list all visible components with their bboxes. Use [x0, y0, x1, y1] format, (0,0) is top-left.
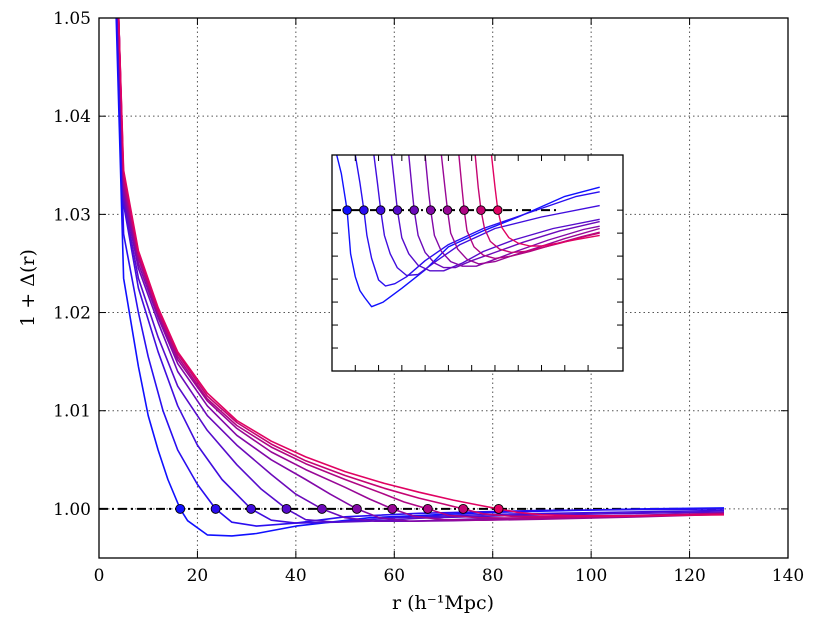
crossing-marker — [175, 503, 186, 514]
main-plot-frame — [98, 17, 789, 559]
y-tick-label: 1.02 — [53, 304, 91, 324]
crossing-marker — [351, 503, 362, 514]
crossing-marker — [422, 503, 433, 514]
y-tick-label: 1.03 — [53, 205, 91, 225]
main-plot-area — [99, 18, 725, 537]
x-tick-label: 20 — [187, 566, 209, 586]
x-tick-label: 100 — [575, 566, 607, 586]
series-line — [117, 18, 725, 517]
inset-frame — [331, 154, 624, 372]
x-tick-label: 80 — [482, 566, 504, 586]
inset-series-line — [354, 155, 600, 287]
crossing-marker — [316, 503, 327, 514]
series-line — [117, 18, 725, 523]
series-line — [117, 18, 725, 518]
inset-crossing-marker — [476, 205, 486, 215]
y-tick-label: 1.01 — [53, 402, 91, 422]
crossing-marker — [458, 503, 469, 514]
y-axis-label: 1 + Δ(r) — [17, 249, 39, 327]
crossing-marker — [246, 503, 257, 514]
series-line — [115, 18, 725, 537]
x-tick-label: 120 — [673, 566, 705, 586]
inset-plot — [331, 154, 624, 372]
x-axis-label: r (h⁻¹Mpc) — [392, 592, 494, 614]
y-tick-label: 1.04 — [53, 107, 91, 127]
inset-crossing-marker — [425, 205, 436, 215]
crossing-marker — [387, 503, 398, 514]
inset-crossing-marker — [342, 205, 352, 215]
y-tick-label: 1.05 — [53, 9, 91, 29]
inset-crossing-marker — [493, 205, 503, 215]
inset-crossing-marker — [359, 205, 369, 215]
x-tick-label: 0 — [94, 566, 105, 586]
crossing-marker — [210, 503, 221, 514]
inset-crossing-marker — [392, 205, 403, 215]
y-tick-label: 1.00 — [53, 500, 91, 520]
inset-crossing-marker — [375, 205, 386, 215]
crossing-marker — [281, 503, 292, 514]
inset-crossing-marker — [459, 205, 469, 215]
x-tick-label: 60 — [383, 566, 405, 586]
inset-series-line — [490, 155, 600, 247]
main-axis-ticks: 0 20 40 60 80 100 120 140 1.00 1.01 1.02 1.03 1.04 1.… — [53, 9, 804, 586]
inset-crossing-marker — [409, 205, 419, 215]
inset-crossing-marker — [442, 205, 453, 215]
x-tick-label: 40 — [285, 566, 307, 586]
x-tick-label: 140 — [772, 566, 804, 586]
crossing-marker — [493, 503, 504, 514]
